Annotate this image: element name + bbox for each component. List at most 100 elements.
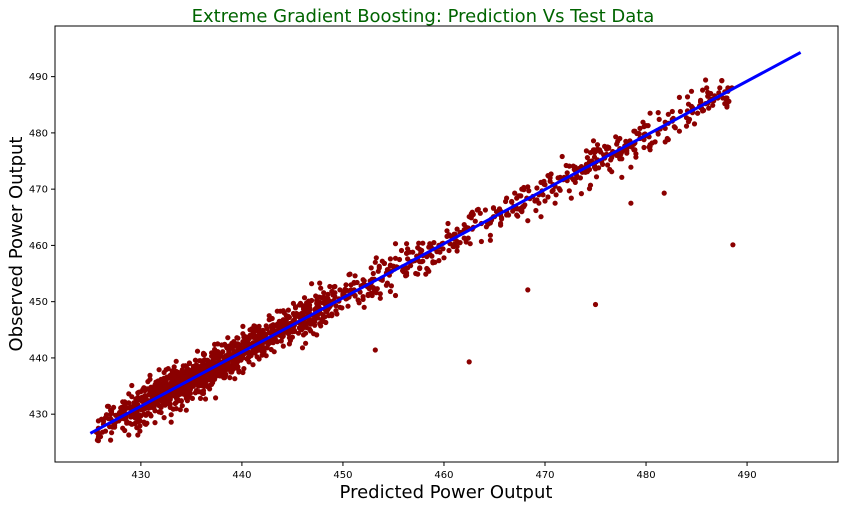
data-point xyxy=(291,328,297,335)
data-point xyxy=(474,207,480,213)
x-axis-ticks: 430 440 450 460 470 480 490 xyxy=(131,462,757,481)
data-point xyxy=(156,367,162,373)
data-point xyxy=(376,265,382,271)
data-point xyxy=(720,95,726,101)
data-point xyxy=(662,139,668,145)
data-point xyxy=(339,305,345,311)
data-point xyxy=(669,108,675,115)
data-point xyxy=(504,212,510,218)
data-point xyxy=(628,164,634,170)
data-point xyxy=(384,280,390,286)
data-point xyxy=(392,255,399,261)
data-point xyxy=(195,383,202,389)
data-point xyxy=(240,369,246,376)
data-point xyxy=(515,213,521,219)
data-point xyxy=(210,359,216,365)
data-point xyxy=(126,391,132,397)
data-point xyxy=(306,317,312,323)
data-point xyxy=(123,416,129,422)
data-point xyxy=(142,421,148,427)
data-point xyxy=(310,319,316,326)
data-point xyxy=(189,395,195,401)
data-point xyxy=(719,78,725,84)
data-point xyxy=(192,390,198,396)
data-point xyxy=(308,328,314,334)
data-point xyxy=(264,326,270,332)
data-point xyxy=(129,421,135,427)
data-point xyxy=(482,207,488,213)
data-point xyxy=(661,190,667,196)
data-point xyxy=(280,343,286,349)
data-point xyxy=(655,110,661,116)
data-point xyxy=(173,358,179,364)
data-point xyxy=(109,430,115,436)
data-point xyxy=(547,175,553,181)
data-point xyxy=(372,347,378,353)
data-point xyxy=(695,110,701,116)
data-point xyxy=(416,240,422,246)
data-point xyxy=(445,220,451,227)
data-point xyxy=(441,255,447,261)
data-point xyxy=(437,249,443,255)
data-point xyxy=(352,292,358,299)
data-point xyxy=(637,125,643,131)
data-point xyxy=(252,335,258,341)
data-point xyxy=(370,270,376,277)
data-point xyxy=(236,369,242,375)
data-point xyxy=(314,297,320,304)
data-point xyxy=(360,294,366,300)
data-point xyxy=(113,412,119,418)
data-point xyxy=(234,335,240,341)
data-point xyxy=(584,155,591,161)
data-point xyxy=(298,310,305,317)
data-point xyxy=(705,93,711,99)
data-point xyxy=(223,353,229,359)
data-point xyxy=(509,198,515,205)
chart-title: Extreme Gradient Boosting: Prediction Vs… xyxy=(192,6,655,27)
data-point xyxy=(533,207,539,214)
data-point xyxy=(392,292,399,299)
data-point xyxy=(212,354,218,360)
data-point xyxy=(331,284,337,290)
data-point xyxy=(606,144,612,151)
data-point xyxy=(596,165,602,171)
data-point xyxy=(590,138,597,144)
data-point xyxy=(372,259,378,265)
data-point xyxy=(318,285,324,291)
data-point xyxy=(614,152,620,158)
data-point xyxy=(157,389,163,395)
fit-line xyxy=(89,51,802,435)
data-point xyxy=(583,148,590,154)
data-point xyxy=(490,205,497,211)
data-point xyxy=(167,401,173,407)
data-point xyxy=(436,258,442,264)
data-point xyxy=(683,123,690,129)
data-point xyxy=(424,254,430,260)
data-point xyxy=(704,85,710,91)
data-point xyxy=(177,407,183,413)
x-tick-label: 490 xyxy=(738,470,757,481)
x-tick-label: 480 xyxy=(636,470,655,481)
data-point xyxy=(186,360,192,367)
data-point xyxy=(205,357,211,363)
data-point xyxy=(164,394,170,400)
data-point xyxy=(717,85,723,91)
data-point xyxy=(477,210,483,216)
data-point xyxy=(444,228,450,234)
data-point xyxy=(249,326,255,332)
data-point xyxy=(102,415,109,421)
data-point xyxy=(167,383,173,389)
data-point xyxy=(256,356,262,362)
data-point xyxy=(444,233,450,239)
data-point xyxy=(225,335,231,341)
data-point xyxy=(624,148,630,154)
data-point xyxy=(578,191,585,197)
data-point xyxy=(187,386,193,392)
data-point xyxy=(118,405,124,411)
data-point xyxy=(466,214,472,220)
data-point xyxy=(404,270,410,276)
data-point xyxy=(677,108,684,115)
data-point xyxy=(122,401,128,407)
data-point xyxy=(526,188,532,194)
data-point xyxy=(264,345,270,351)
